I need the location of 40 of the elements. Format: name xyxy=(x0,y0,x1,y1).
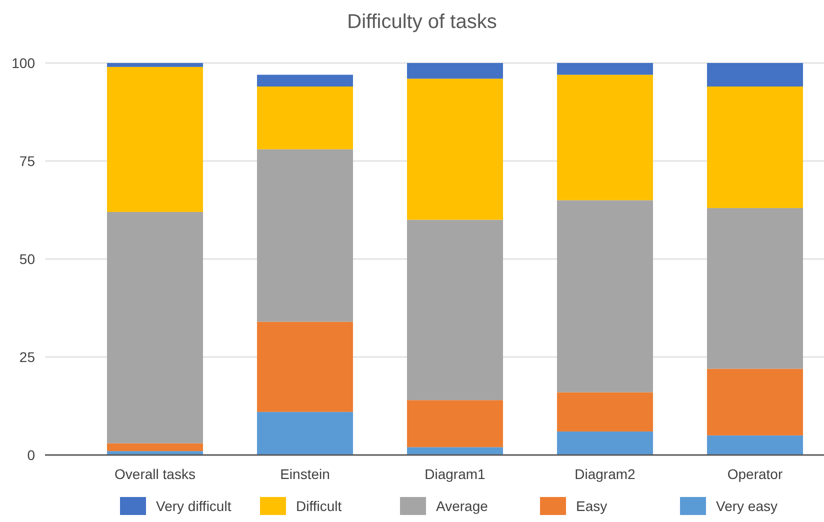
bar xyxy=(707,435,803,455)
bar xyxy=(257,322,353,412)
x-tick-label: Einstein xyxy=(280,466,330,482)
legend-label: Very easy xyxy=(716,498,778,514)
x-tick-label: Diagram1 xyxy=(424,466,486,482)
bar xyxy=(257,86,353,150)
x-tick-label: Diagram2 xyxy=(574,466,636,482)
x-tick-label: Overall tasks xyxy=(114,466,196,482)
bar xyxy=(257,412,353,455)
bar xyxy=(407,400,503,448)
bar xyxy=(557,431,653,455)
bar xyxy=(557,392,653,432)
legend-label: Very difficult xyxy=(156,498,232,514)
y-tick-label: 75 xyxy=(19,152,36,169)
bar xyxy=(107,63,203,67)
chart-title: Difficulty of tasks xyxy=(347,11,497,33)
bar xyxy=(407,220,503,400)
bar xyxy=(257,74,353,87)
bar xyxy=(707,208,803,369)
bar xyxy=(407,63,503,79)
bar xyxy=(407,78,503,220)
y-tick-label: 50 xyxy=(19,250,36,267)
bar xyxy=(107,443,203,452)
y-tick-label: 100 xyxy=(12,54,36,71)
x-tick-label: Operator xyxy=(727,466,783,482)
bar xyxy=(407,447,503,455)
legend-label: Easy xyxy=(576,498,608,514)
y-tick-label: 0 xyxy=(27,446,36,463)
bar xyxy=(107,66,203,212)
legend-label: Average xyxy=(436,498,488,514)
bar xyxy=(557,200,653,392)
bar xyxy=(707,63,803,87)
bar xyxy=(557,63,653,75)
bar xyxy=(107,212,203,444)
y-tick-label: 25 xyxy=(19,348,36,365)
bar xyxy=(707,86,803,208)
bar xyxy=(257,149,353,322)
bar xyxy=(707,368,803,436)
bar xyxy=(557,74,653,200)
legend-label: Difficult xyxy=(296,498,342,514)
